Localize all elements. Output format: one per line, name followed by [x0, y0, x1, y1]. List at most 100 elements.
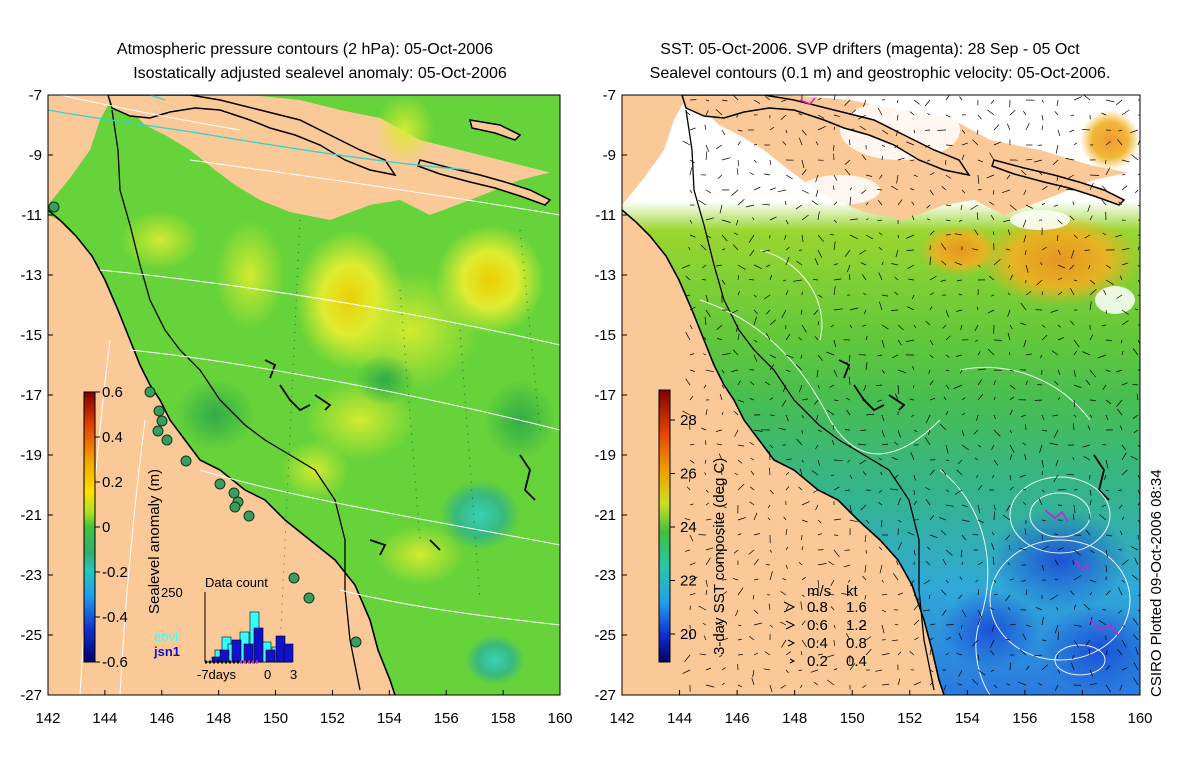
velocity-arrow [974, 457, 979, 461]
left-island-2 [468, 119, 522, 141]
velocity-arrow [1033, 654, 1043, 657]
velocity-arrow [1089, 182, 1094, 191]
velocity-arrow [801, 576, 806, 581]
velocity-arrow [689, 576, 698, 581]
velocity-arrow [1057, 184, 1062, 191]
velocity-arrow [721, 369, 725, 374]
left-pressure-contours [59, 95, 560, 695]
velocity-arrow [817, 533, 822, 536]
velocity-arrow [815, 622, 819, 626]
velocity-arrow [1135, 646, 1139, 656]
left-title-line2: Isostatically adjusted sealevel anomaly:… [133, 65, 507, 82]
velocity-arrow [849, 218, 858, 221]
velocity-arrow [721, 384, 725, 389]
velocity-arrow [800, 309, 803, 315]
velocity-arrow [769, 414, 775, 416]
velocity-arrow [1041, 664, 1048, 671]
velocity-arrow [762, 249, 771, 253]
velocity-arrow [817, 211, 820, 221]
velocity-arrow [785, 414, 789, 422]
velocity-arrow [769, 549, 772, 553]
key-kt: 0.4 [846, 653, 867, 670]
velocity-arrow [1116, 294, 1123, 299]
lat-tick-label: -15 [20, 327, 42, 344]
velocity-arrow [1041, 534, 1044, 540]
left-title-line1: Atmospheric pressure contours (2 hPa): 0… [116, 41, 494, 58]
velocity-arrow [864, 534, 867, 542]
velocity-arrow [940, 260, 947, 266]
velocity-arrow [702, 279, 707, 281]
velocity-arrow [977, 114, 982, 120]
velocity-arrow [833, 339, 837, 347]
velocity-arrow [975, 339, 979, 342]
velocity-arrow [960, 204, 963, 210]
velocity-arrow [880, 519, 883, 527]
velocity-arrow [945, 459, 950, 462]
velocity-arrow [737, 459, 743, 464]
velocity-arrow [843, 564, 851, 568]
velocity-arrow [1025, 291, 1032, 296]
velocity-arrow [1105, 459, 1109, 469]
velocity-arrow [833, 219, 838, 223]
velocity-arrow [1073, 384, 1082, 389]
velocity-arrow [816, 369, 819, 378]
lat-tick-label: -25 [594, 627, 616, 644]
velocity-arrow [925, 437, 931, 446]
velocity-arrow [1084, 249, 1091, 251]
velocity-arrow [849, 324, 853, 329]
velocity-arrow [1040, 354, 1043, 358]
velocity-arrow [1073, 414, 1077, 418]
lat-tick-label: -27 [20, 687, 42, 704]
velocity-arrow [795, 204, 803, 210]
velocity-arrow [705, 502, 710, 506]
velocity-arrow [881, 653, 890, 656]
left-cb-tick-label: -0.2 [102, 564, 128, 581]
velocity-arrow [975, 579, 979, 583]
velocity-arrow [929, 189, 934, 196]
velocity-arrow [1137, 609, 1140, 612]
velocity-arrow [844, 159, 851, 165]
velocity-arrow [781, 399, 787, 407]
velocity-arrow [765, 564, 771, 566]
velocity-arrow [1007, 309, 1011, 317]
velocity-arrow [1105, 264, 1111, 269]
velocity-arrow [1023, 234, 1027, 243]
velocity-arrow [849, 663, 856, 671]
velocity-arrow [682, 140, 691, 146]
velocity-arrow [817, 519, 822, 524]
velocity-arrow [753, 264, 762, 269]
velocity-arrow [972, 139, 979, 146]
left-cb-tick-label: 0.6 [102, 384, 123, 401]
velocity-arrow [897, 234, 900, 239]
velocity-arrow [877, 399, 883, 402]
velocity-arrow [1023, 501, 1027, 506]
velocity-arrow [769, 354, 777, 359]
jsn1-label: jsn1 [153, 644, 180, 659]
velocity-arrow [897, 324, 904, 331]
lon-tick-label: 142 [609, 710, 634, 727]
velocity-arrow [1073, 339, 1080, 348]
lat-tick-label: -27 [594, 687, 616, 704]
velocity-arrow [813, 309, 819, 316]
velocity-arrow [907, 264, 915, 269]
velocity-arrow [1056, 234, 1059, 241]
velocity-arrow [849, 444, 852, 449]
velocity-arrow [957, 279, 963, 282]
lon-tick-label: 160 [1127, 710, 1152, 727]
velocity-arrow [798, 384, 803, 393]
velocity-arrow [877, 219, 883, 222]
velocity-arrow [827, 593, 835, 596]
velocity-arrow [780, 684, 787, 689]
velocity-arrow [876, 189, 883, 191]
velocity-arrow [993, 124, 1000, 131]
velocity-arrow [1023, 339, 1027, 348]
velocity-arrow [849, 504, 852, 514]
velocity-arrow [1008, 264, 1011, 268]
velocity-arrow [1073, 549, 1081, 556]
velocity-arrow [810, 592, 819, 596]
velocity-arrow [970, 204, 979, 210]
velocity-arrow [737, 274, 740, 281]
velocity-arrow [1041, 114, 1044, 121]
velocity-arrow [817, 459, 821, 467]
velocity-arrow [689, 421, 691, 431]
